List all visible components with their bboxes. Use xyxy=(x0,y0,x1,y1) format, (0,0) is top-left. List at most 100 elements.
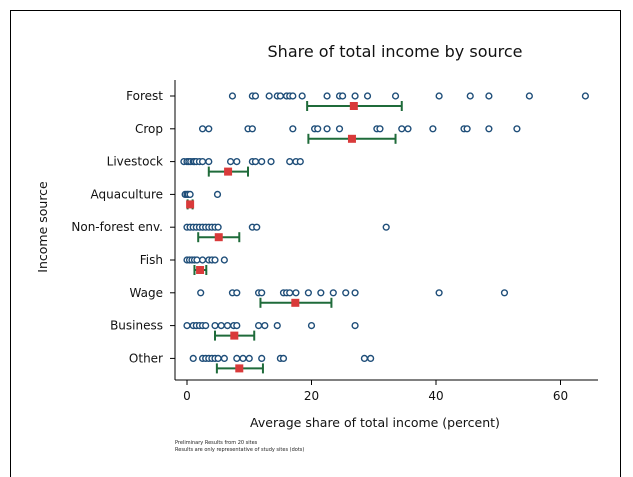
site-dot xyxy=(404,125,412,133)
site-dot xyxy=(261,322,269,330)
site-dot xyxy=(197,289,205,297)
site-dot xyxy=(258,354,266,363)
x-tick-label: 40 xyxy=(428,389,443,403)
y-tick-label: Fish xyxy=(140,253,163,267)
site-dot xyxy=(228,92,237,100)
site-dot xyxy=(223,322,232,330)
chart-frame xyxy=(10,10,621,477)
y-tick-label: Livestock xyxy=(107,155,163,169)
site-dot xyxy=(214,354,222,363)
site-dot xyxy=(360,354,369,363)
mean-marker xyxy=(230,331,239,340)
site-dot xyxy=(298,92,306,100)
site-dot xyxy=(296,158,304,166)
site-dot xyxy=(513,125,521,133)
site-dot xyxy=(351,92,359,100)
site-dot xyxy=(273,322,281,330)
x-tick-label: 60 xyxy=(553,389,568,403)
site-dot xyxy=(248,125,256,133)
y-tick-label: Aquaculture xyxy=(91,187,163,201)
site-dot xyxy=(367,354,375,363)
y-tick-label: Forest xyxy=(126,89,163,103)
site-dot xyxy=(304,289,312,297)
site-dot xyxy=(258,158,266,166)
x-tick-label: 0 xyxy=(183,389,191,403)
site-dot xyxy=(466,92,474,100)
y-tick-label: Non-forest env. xyxy=(71,220,163,234)
y-tick-label: Wage xyxy=(130,286,163,300)
note-line-2: Results are only representative of study… xyxy=(175,447,305,453)
site-dot xyxy=(376,125,384,133)
site-dot xyxy=(581,92,590,100)
site-dot xyxy=(307,322,316,330)
mean-marker xyxy=(291,298,300,307)
site-dot xyxy=(220,256,228,264)
mean-marker xyxy=(196,266,205,274)
site-dot xyxy=(217,322,225,330)
site-dot xyxy=(286,289,294,297)
site-dot xyxy=(363,92,372,100)
site-dot xyxy=(292,289,300,297)
site-dot xyxy=(198,125,207,133)
y-tick-label: Business xyxy=(110,319,163,333)
mean-marker xyxy=(347,134,356,143)
site-dot xyxy=(317,289,325,297)
site-dot xyxy=(245,354,253,363)
note-line-1: Preliminary Results from 20 sites xyxy=(175,440,258,446)
site-dot xyxy=(205,158,213,166)
site-dot xyxy=(289,92,297,100)
plot-area: 0 20 40 60 Forest Crop Livestock Aquaculture Non… xyxy=(71,80,598,403)
site-dot xyxy=(323,92,331,100)
site-dot xyxy=(382,223,390,231)
site-dot xyxy=(251,158,260,166)
mean-marker xyxy=(214,233,223,242)
mean-marker xyxy=(186,200,195,209)
site-dot xyxy=(351,289,359,297)
site-dot xyxy=(342,289,350,297)
site-dot xyxy=(198,158,207,166)
site-dot xyxy=(329,289,337,297)
site-dot xyxy=(351,322,359,330)
site-dot xyxy=(213,190,222,199)
site-dot xyxy=(254,322,263,330)
site-dot xyxy=(226,158,235,166)
site-dot xyxy=(485,92,493,100)
site-dot xyxy=(253,223,261,231)
chart-title: Share of total income by source xyxy=(268,42,523,61)
site-dot xyxy=(525,92,533,100)
y-tick-label: Other xyxy=(129,351,163,365)
site-dot xyxy=(429,125,437,133)
site-dot xyxy=(323,125,331,133)
site-dot xyxy=(211,322,219,330)
site-dot xyxy=(186,190,194,199)
site-dot xyxy=(398,125,406,133)
site-dot xyxy=(202,322,210,330)
site-dot xyxy=(233,158,241,166)
site-dot xyxy=(220,354,228,363)
site-dot xyxy=(500,289,509,297)
site-dot xyxy=(289,125,297,133)
site-dot xyxy=(258,289,266,297)
site-dot xyxy=(276,92,284,100)
site-dot xyxy=(205,125,213,133)
site-dot xyxy=(279,354,288,363)
site-dot xyxy=(314,125,322,133)
site-dot xyxy=(239,354,247,363)
site-dot xyxy=(233,322,241,330)
mean-marker xyxy=(224,167,233,176)
x-axis-label: Average share of total income (percent) xyxy=(250,415,500,430)
site-dot xyxy=(335,125,344,133)
site-dot xyxy=(198,256,207,264)
site-dot xyxy=(251,92,260,100)
site-dot xyxy=(233,354,241,363)
site-dot xyxy=(435,289,443,297)
site-dot xyxy=(435,92,443,100)
site-dot xyxy=(211,256,219,264)
x-tick-label: 20 xyxy=(304,389,319,403)
site-dot xyxy=(286,158,294,166)
site-dot xyxy=(233,289,241,297)
site-dot xyxy=(485,125,493,133)
site-dot xyxy=(189,354,197,363)
site-dot xyxy=(391,92,400,100)
